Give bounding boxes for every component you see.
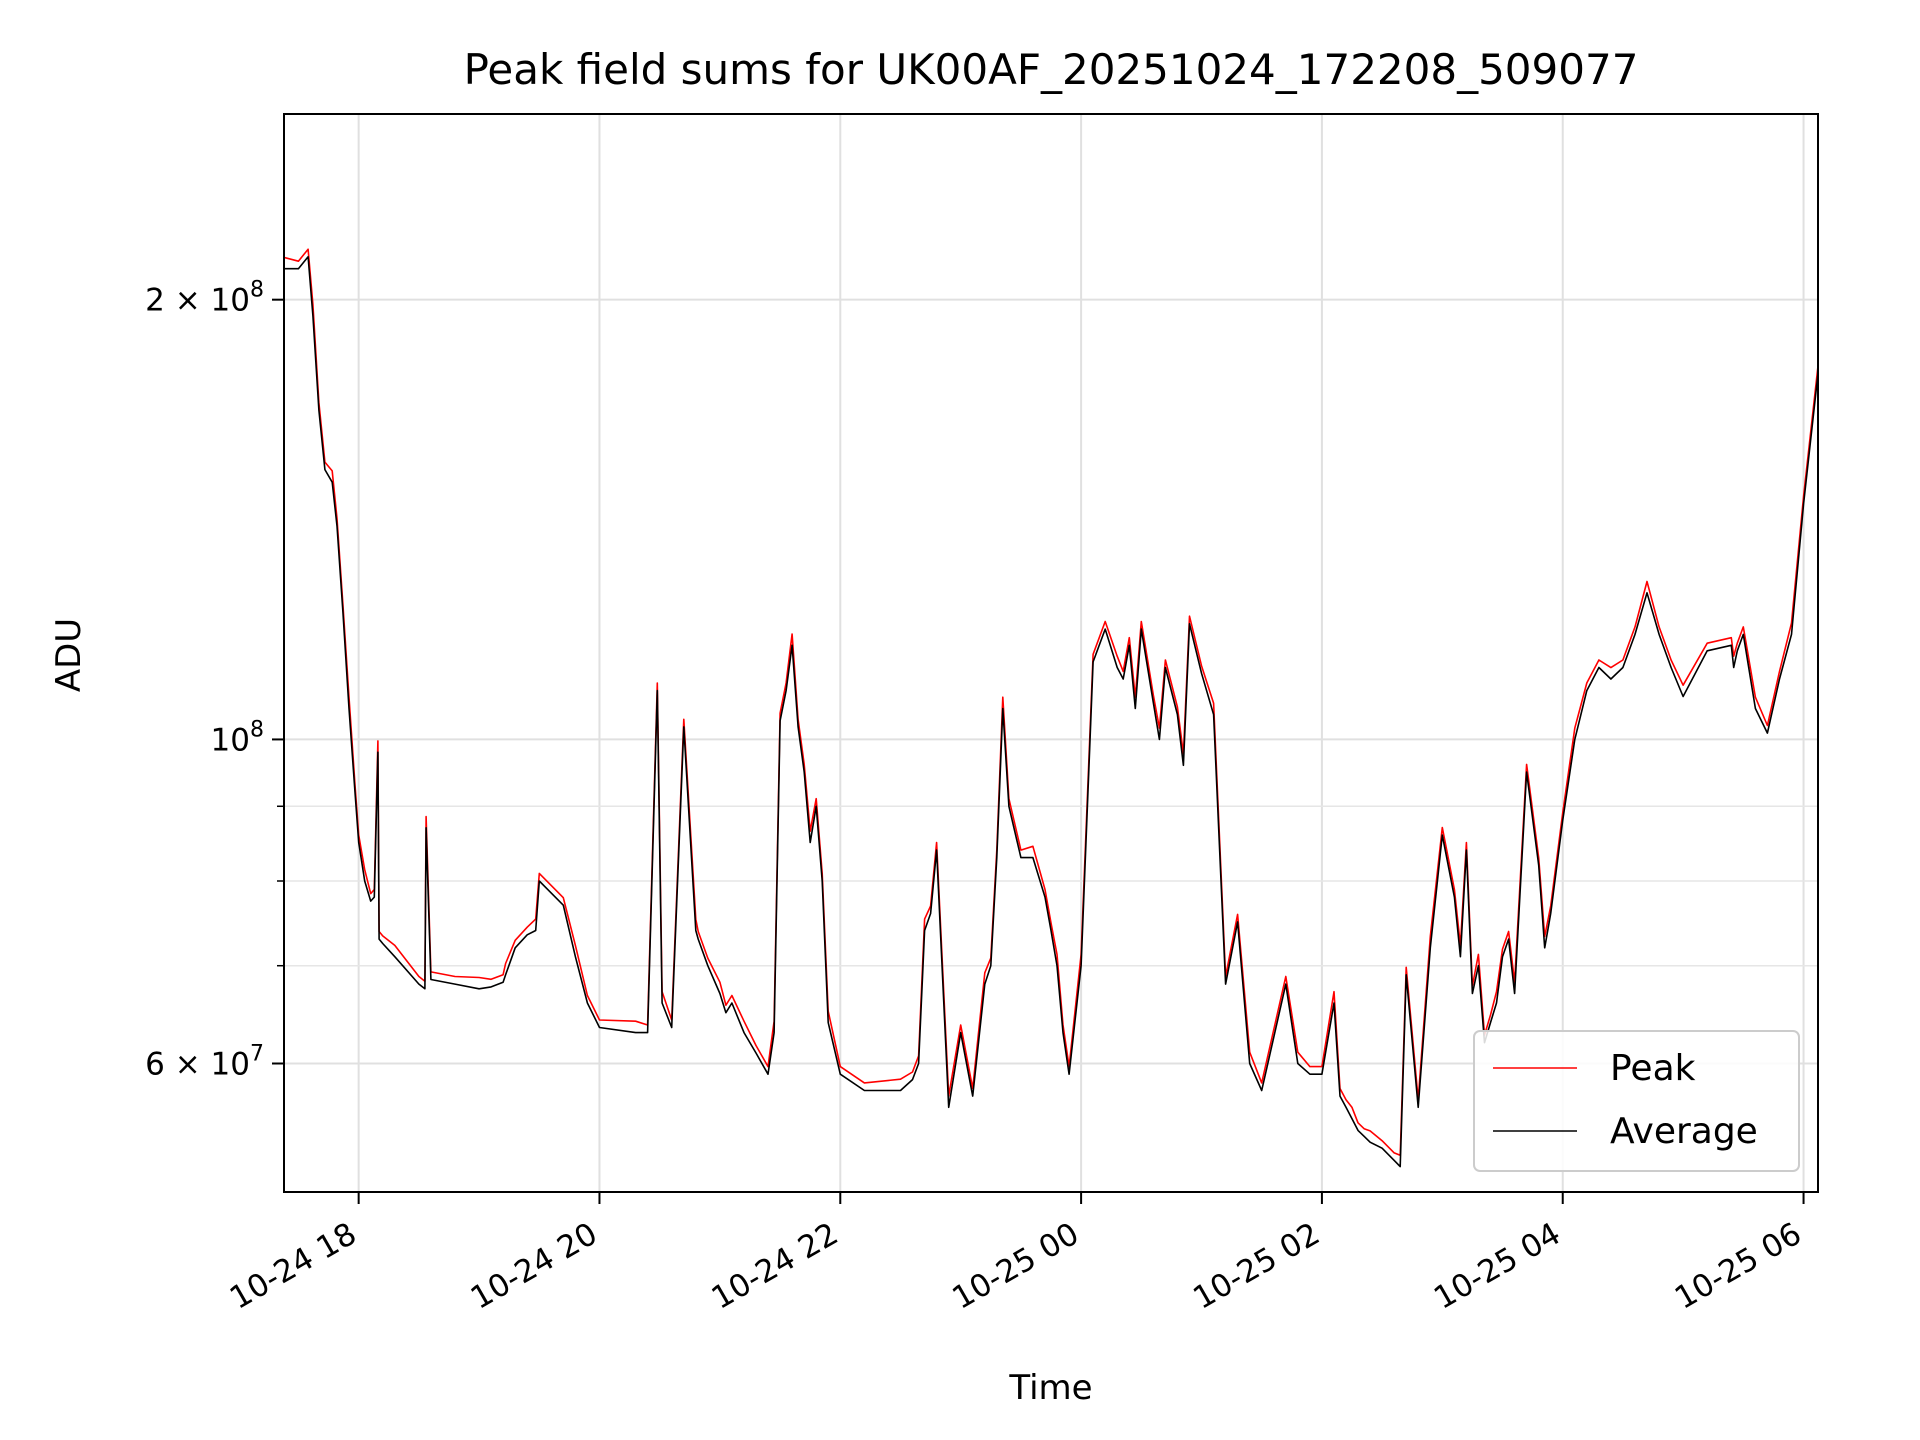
y-tick-label: 108	[211, 717, 264, 758]
legend-peak-label: Peak	[1610, 1048, 1696, 1089]
chart-title: Peak field sums for UK00AF_20251024_1722…	[464, 45, 1639, 94]
y-axis-label: ADU	[49, 618, 89, 692]
plot-series	[284, 248, 1818, 1168]
y-tick-label: 2 × 108	[145, 278, 264, 319]
legend-box	[1473, 1030, 1800, 1172]
plot-area-frame	[283, 113, 1819, 1193]
legend-average-label: Average	[1610, 1111, 1758, 1152]
legend: Peak Average	[1473, 1030, 1800, 1172]
x-axis-label: Time	[1008, 1368, 1092, 1408]
average-series-line	[284, 256, 1818, 1168]
y-tick-label: 6 × 107	[145, 1042, 264, 1083]
peak-series-line	[284, 248, 1818, 1157]
